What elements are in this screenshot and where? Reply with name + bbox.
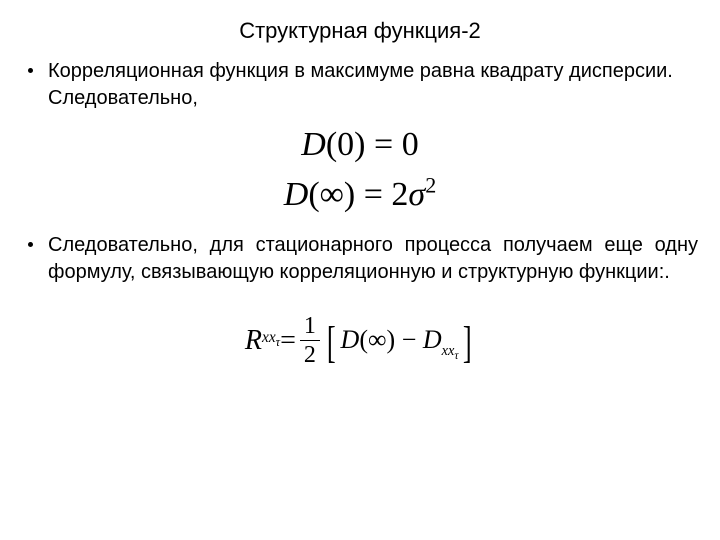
equation-2: D(∞) = 2σ2 [22, 176, 698, 214]
eq3-minus: − [395, 325, 423, 354]
eq3-po: ( [359, 325, 368, 354]
eq2-exp: 2 [425, 173, 436, 198]
slide: Структурная функция-2 Корреляционная фун… [0, 0, 720, 540]
bullet-2-text: Следовательно, для стационарного процесс… [48, 234, 698, 283]
bullet-list: Корреляционная функция в максимуме равна… [22, 58, 698, 112]
eq3-inside: D(∞) − Dxxτ [339, 325, 461, 355]
eq1-equals: = [366, 126, 402, 163]
eq3-den: 2 [300, 341, 320, 367]
eq2-sigma: σ [408, 176, 425, 213]
bullet-1-text: Корреляционная функция в максимуме равна… [48, 60, 673, 109]
eq3-Rsub: xxτ [262, 338, 280, 342]
eq2-close: ) [344, 176, 355, 213]
eq3-D2: D [423, 325, 442, 354]
bullet-icon [28, 68, 33, 73]
eq3-D2sub-xx: xx [442, 343, 455, 359]
slide-title: Структурная функция-2 [22, 18, 698, 44]
eq2-inf: ∞ [320, 176, 344, 213]
eq3-pc: ) [387, 325, 396, 354]
eq3-D: D [341, 325, 360, 354]
eq3-R: R [245, 325, 262, 357]
bullet-item-2: Следовательно, для стационарного процесс… [22, 232, 698, 286]
eq3-content: Rxxτ = 1 2 [ D(∞) − Dxxτ ] [245, 314, 475, 367]
eq3-D2tau: τ [454, 350, 458, 362]
eq1-D: D [301, 126, 326, 163]
bullet-icon [28, 242, 33, 247]
eq3-Rsub-xx: xx [262, 329, 276, 346]
equation-1: D(0) = 0 [22, 126, 698, 164]
bullet-list-2: Следовательно, для стационарного процесс… [22, 232, 698, 286]
eq3-equals: = [280, 325, 296, 357]
eq2-content: D(∞) = 2σ2 [284, 176, 436, 213]
eq3-num: 1 [300, 314, 320, 341]
eq3-D2sub: xxτ [442, 343, 459, 359]
eq2-two: 2 [391, 176, 408, 213]
eq1-content: D(0) = 0 [301, 126, 418, 163]
eq3-fraction: 1 2 [300, 314, 320, 367]
eq2-D: D [284, 176, 309, 213]
equation-3: Rxxτ = 1 2 [ D(∞) − Dxxτ ] [22, 314, 698, 367]
eq3-inf: ∞ [368, 325, 387, 354]
eq1-rhs: 0 [402, 126, 419, 163]
bullet-item-1: Корреляционная функция в максимуме равна… [22, 58, 698, 112]
eq1-arg: (0) [326, 126, 366, 163]
eq2-open: ( [308, 176, 319, 213]
eq2-equals: = [355, 176, 391, 213]
